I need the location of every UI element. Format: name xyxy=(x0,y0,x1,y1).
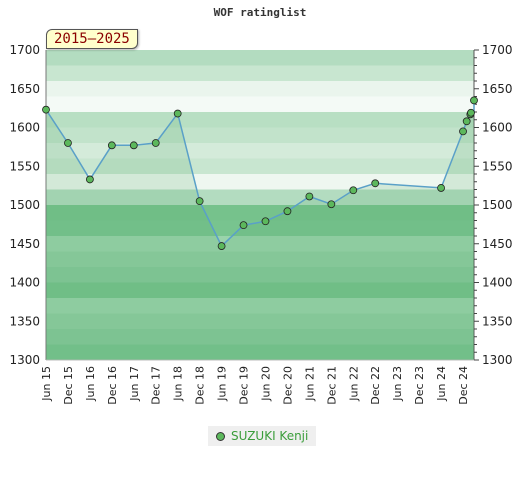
grid-band xyxy=(46,298,474,314)
x-tick-label: Dec 20 xyxy=(281,366,294,405)
data-point xyxy=(64,139,72,147)
grid-band xyxy=(46,282,474,298)
y-tick-label-left: 1500 xyxy=(9,198,40,212)
data-point xyxy=(217,242,226,250)
data-point xyxy=(459,127,467,136)
period-badge: 2015–2025 xyxy=(46,29,138,49)
grid-band xyxy=(46,236,474,252)
x-tick-label: Jun 18 xyxy=(172,366,185,402)
data-point xyxy=(283,207,292,216)
x-tick-label: Jun 21 xyxy=(303,366,316,402)
series-area xyxy=(46,100,474,361)
grid-band xyxy=(46,251,474,267)
grid-band xyxy=(46,65,474,81)
legend[interactable]: SUZUKI Kenji xyxy=(208,426,317,446)
y-tick-label-left: 1700 xyxy=(9,43,40,57)
y-tick-label-left: 1350 xyxy=(9,314,40,328)
grid-band xyxy=(46,143,474,159)
grid-band xyxy=(46,50,474,66)
series-line xyxy=(45,100,475,248)
x-tick-label: Dec 15 xyxy=(62,366,75,405)
data-point xyxy=(327,200,336,209)
grid-band xyxy=(46,112,474,128)
y-tick-label-left: 1550 xyxy=(9,159,40,173)
grid-band xyxy=(46,189,474,205)
y-tick-label-right: 1700 xyxy=(482,43,513,57)
data-point xyxy=(239,221,248,230)
x-tick-label: Dec 16 xyxy=(106,366,119,405)
x-tick-label: Dec 22 xyxy=(369,366,382,405)
data-point xyxy=(151,139,160,147)
y-tick-label-right: 1650 xyxy=(482,82,513,96)
data-point xyxy=(261,217,270,226)
grid-band xyxy=(46,127,474,143)
data-point xyxy=(107,141,116,150)
grid-band xyxy=(46,205,474,221)
chart-title: WOF ratinglist xyxy=(213,6,307,19)
data-point xyxy=(470,96,478,105)
y-tick-label-right: 1500 xyxy=(482,198,513,212)
y-tick-label-left: 1600 xyxy=(9,121,40,135)
grid-band xyxy=(46,344,474,360)
grid-band xyxy=(46,81,474,97)
x-tick-label: Dec 24 xyxy=(457,366,470,405)
y-tick-label-right: 1600 xyxy=(482,121,513,135)
y-tick-label-left: 1450 xyxy=(9,237,40,251)
y-tick-label-left: 1400 xyxy=(9,276,40,290)
x-tick-label: Dec 23 xyxy=(413,366,426,405)
grid-band xyxy=(46,267,474,283)
legend-marker-icon xyxy=(216,431,225,441)
y-tick-label-right: 1450 xyxy=(482,237,513,251)
x-tick-label: Dec 19 xyxy=(238,366,251,405)
grid-band xyxy=(46,158,474,174)
y-tick-label-right: 1350 xyxy=(482,314,513,328)
data-point xyxy=(195,197,204,206)
x-tick-label: Dec 21 xyxy=(325,366,338,405)
x-tick-label: Jun 24 xyxy=(435,366,448,402)
y-tick-label-right: 1300 xyxy=(482,353,513,367)
grid-band xyxy=(46,220,474,236)
x-tick-label: Dec 18 xyxy=(194,366,207,405)
grid-band xyxy=(46,329,474,345)
data-point xyxy=(173,109,182,118)
x-tick-label: Jun 19 xyxy=(216,366,229,402)
y-tick-label-right: 1400 xyxy=(482,276,513,290)
x-tick-label: Jun 16 xyxy=(84,366,97,402)
data-point xyxy=(371,179,380,188)
data-point xyxy=(42,105,50,114)
data-point xyxy=(129,141,138,150)
y-tick-label-right: 1550 xyxy=(482,159,513,173)
x-tick-label: Jun 23 xyxy=(391,366,404,402)
data-point xyxy=(437,184,445,192)
data-point xyxy=(85,175,94,184)
data-point xyxy=(467,108,475,117)
x-tick-label: Jun 15 xyxy=(40,366,53,402)
x-tick-label: Dec 17 xyxy=(150,366,163,405)
grid-band xyxy=(46,313,474,329)
data-point xyxy=(349,186,358,195)
data-point xyxy=(305,192,314,201)
x-tick-label: Jun 22 xyxy=(347,366,360,402)
grid-band xyxy=(46,96,474,112)
data-point xyxy=(462,117,471,126)
x-tick-label: Jun 20 xyxy=(259,366,272,402)
x-tick-label: Jun 17 xyxy=(128,366,141,402)
y-tick-label-left: 1300 xyxy=(9,353,40,367)
legend-label: SUZUKI Kenji xyxy=(231,429,309,443)
y-tick-label-left: 1650 xyxy=(9,82,40,96)
